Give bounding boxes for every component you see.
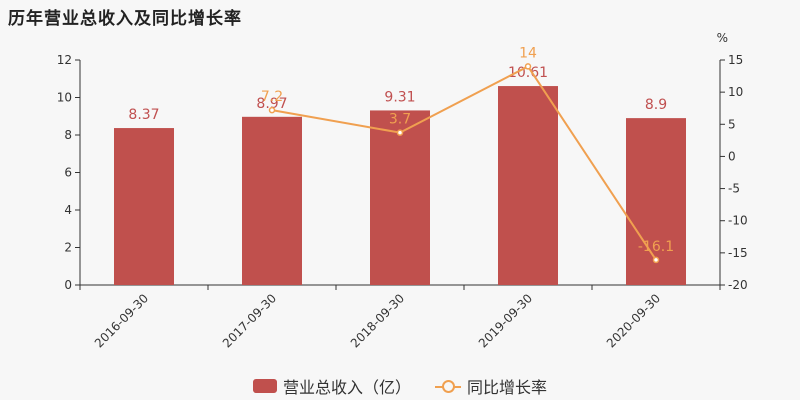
y-right-tick-label: -20 <box>728 278 748 292</box>
bar-value-label: 9.31 <box>384 89 415 105</box>
y-right-tick-label: -15 <box>728 246 748 260</box>
y-right-tick-label: 5 <box>728 117 736 131</box>
growth-point <box>396 129 404 136</box>
legend-item-growth[interactable]: 同比增长率 <box>435 374 547 398</box>
legend-label-growth: 同比增长率 <box>467 378 548 397</box>
y-right-tick-label: 0 <box>728 149 736 163</box>
x-tick-label: 2019-09-30 <box>476 291 535 350</box>
bar-value-label: 8.37 <box>128 107 159 123</box>
y-left-tick-label: 2 <box>64 241 72 255</box>
growth-value-label: 3.7 <box>389 112 411 128</box>
y-right-unit-label: % <box>717 31 728 45</box>
y-left-tick-label: 6 <box>64 166 72 180</box>
bar-value-label: 8.9 <box>645 97 667 113</box>
legend-bar-swatch <box>252 379 277 393</box>
growth-line <box>271 65 657 261</box>
x-tick-label: 2017-09-30 <box>220 291 279 350</box>
growth-point <box>268 106 276 114</box>
growth-value-label: -16.1 <box>638 239 674 255</box>
bar <box>114 128 174 285</box>
growth-point <box>652 256 660 264</box>
chart-title: 历年营业总收入及同比增长率 <box>8 9 242 29</box>
bar <box>242 116 302 285</box>
growth-point <box>524 63 532 70</box>
y-right-tick-label: 10 <box>728 85 743 99</box>
y-right-tick-label: 15 <box>728 53 743 67</box>
y-left-tick-label: 4 <box>64 203 72 217</box>
legend-label-revenue: 营业总收入（亿） <box>282 378 411 397</box>
bar-value-label: 8.97 <box>256 96 287 112</box>
chart-legend[interactable]: 营业总收入（亿） 同比增长率 <box>0 374 800 398</box>
growth-value-label: 14 <box>519 45 537 61</box>
line-series: 7.2 3.7 14 -16.1 <box>261 45 674 264</box>
bar <box>498 86 558 285</box>
y-right-tick-label: -5 <box>728 182 740 196</box>
y-left-tick-label: 12 <box>57 53 72 67</box>
x-tick-label: 2018-09-30 <box>348 291 407 350</box>
growth-value-label: 7.2 <box>261 89 283 105</box>
bar-series: 8.37 8.97 9.31 10.61 8.9 <box>114 65 686 285</box>
y-right-tick-label: -10 <box>728 214 748 228</box>
legend-item-revenue[interactable]: 营业总收入（亿） <box>252 374 411 398</box>
chart-svg: 0 2 4 6 8 10 12 -20 -15 -10 -5 0 5 10 15% 2016-09-30 201… <box>57 31 748 350</box>
y-left-tick-label: 8 <box>64 128 72 142</box>
legend-line-marker <box>435 379 461 393</box>
x-tick-label: 2020-09-30 <box>604 291 663 350</box>
bar <box>370 110 430 285</box>
bar-value-label: 10.61 <box>508 65 548 81</box>
y-left-tick-label: 0 <box>64 278 72 292</box>
x-tick-label: 2016-09-30 <box>92 291 151 350</box>
y-left-tick-label: 10 <box>57 91 72 105</box>
